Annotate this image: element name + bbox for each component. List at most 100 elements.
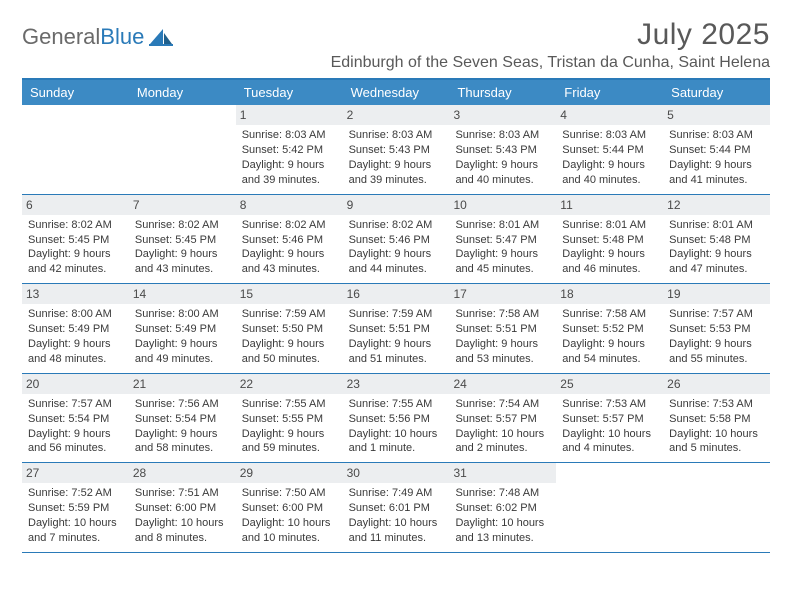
day-number: 2 <box>343 105 450 125</box>
calendar-day: 22Sunrise: 7:55 AMSunset: 5:55 PMDayligh… <box>236 374 343 463</box>
day-number: 1 <box>236 105 343 125</box>
brand-part1: General <box>22 24 100 49</box>
daylight-line: Daylight: 9 hours and 59 minutes. <box>242 427 337 457</box>
sunset-line: Sunset: 5:42 PM <box>242 143 337 158</box>
dow-header: Wednesday <box>343 80 450 105</box>
sunrise-line: Sunrise: 8:01 AM <box>669 218 764 233</box>
calendar-day: 15Sunrise: 7:59 AMSunset: 5:50 PMDayligh… <box>236 284 343 373</box>
calendar-week: 6Sunrise: 8:02 AMSunset: 5:45 PMDaylight… <box>22 195 770 285</box>
sunrise-line: Sunrise: 7:58 AM <box>455 307 550 322</box>
sunset-line: Sunset: 5:51 PM <box>455 322 550 337</box>
daylight-line: Daylight: 10 hours and 11 minutes. <box>349 516 444 546</box>
sunset-line: Sunset: 5:45 PM <box>28 233 123 248</box>
dow-header: Sunday <box>22 80 129 105</box>
sunset-line: Sunset: 5:49 PM <box>28 322 123 337</box>
calendar-day: 4Sunrise: 8:03 AMSunset: 5:44 PMDaylight… <box>556 105 663 194</box>
sunrise-line: Sunrise: 8:00 AM <box>28 307 123 322</box>
daylight-line: Daylight: 9 hours and 39 minutes. <box>349 158 444 188</box>
day-number: 31 <box>449 463 556 483</box>
sunset-line: Sunset: 5:54 PM <box>28 412 123 427</box>
calendar-day-empty <box>556 463 663 552</box>
sunset-line: Sunset: 6:00 PM <box>135 501 230 516</box>
daylight-line: Daylight: 9 hours and 51 minutes. <box>349 337 444 367</box>
calendar-day: 31Sunrise: 7:48 AMSunset: 6:02 PMDayligh… <box>449 463 556 552</box>
sunset-line: Sunset: 5:46 PM <box>242 233 337 248</box>
title-block: July 2025 Edinburgh of the Seven Seas, T… <box>331 18 770 72</box>
sunset-line: Sunset: 5:59 PM <box>28 501 123 516</box>
calendar-day-empty <box>22 105 129 194</box>
sunrise-line: Sunrise: 8:03 AM <box>349 128 444 143</box>
dow-header: Thursday <box>449 80 556 105</box>
sunset-line: Sunset: 5:44 PM <box>562 143 657 158</box>
sunrise-line: Sunrise: 7:48 AM <box>455 486 550 501</box>
sunrise-line: Sunrise: 7:59 AM <box>242 307 337 322</box>
daylight-line: Daylight: 9 hours and 53 minutes. <box>455 337 550 367</box>
day-number: 28 <box>129 463 236 483</box>
calendar-day: 8Sunrise: 8:02 AMSunset: 5:46 PMDaylight… <box>236 195 343 284</box>
calendar-day: 21Sunrise: 7:56 AMSunset: 5:54 PMDayligh… <box>129 374 236 463</box>
day-number: 19 <box>663 284 770 304</box>
day-number: 27 <box>22 463 129 483</box>
calendar-day: 5Sunrise: 8:03 AMSunset: 5:44 PMDaylight… <box>663 105 770 194</box>
day-number: 8 <box>236 195 343 215</box>
day-number: 18 <box>556 284 663 304</box>
daylight-line: Daylight: 10 hours and 10 minutes. <box>242 516 337 546</box>
sunset-line: Sunset: 6:00 PM <box>242 501 337 516</box>
sunset-line: Sunset: 5:48 PM <box>562 233 657 248</box>
sunrise-line: Sunrise: 8:03 AM <box>455 128 550 143</box>
sunset-line: Sunset: 5:44 PM <box>669 143 764 158</box>
sunrise-line: Sunrise: 8:02 AM <box>135 218 230 233</box>
calendar-day: 3Sunrise: 8:03 AMSunset: 5:43 PMDaylight… <box>449 105 556 194</box>
calendar-day: 26Sunrise: 7:53 AMSunset: 5:58 PMDayligh… <box>663 374 770 463</box>
daylight-line: Daylight: 9 hours and 43 minutes. <box>242 247 337 277</box>
sunrise-line: Sunrise: 7:55 AM <box>242 397 337 412</box>
day-of-week-row: SundayMondayTuesdayWednesdayThursdayFrid… <box>22 80 770 105</box>
day-number: 11 <box>556 195 663 215</box>
sunrise-line: Sunrise: 7:50 AM <box>242 486 337 501</box>
day-number: 6 <box>22 195 129 215</box>
calendar-grid: SundayMondayTuesdayWednesdayThursdayFrid… <box>22 78 770 553</box>
sunset-line: Sunset: 5:51 PM <box>349 322 444 337</box>
sunrise-line: Sunrise: 7:54 AM <box>455 397 550 412</box>
calendar-week: 1 Sunrise: 8:03 AM Sunset: 5:42 PM Daylight… <box>22 105 770 195</box>
page-header: GeneralBlue July 2025 Edinburgh of the S… <box>22 18 770 72</box>
calendar-week: 20Sunrise: 7:57 AMSunset: 5:54 PMDayligh… <box>22 374 770 464</box>
day-number: 15 <box>236 284 343 304</box>
calendar-day: 2Sunrise: 8:03 AMSunset: 5:43 PMDaylight… <box>343 105 450 194</box>
sunset-line: Sunset: 5:57 PM <box>455 412 550 427</box>
sunrise-line: Sunrise: 7:56 AM <box>135 397 230 412</box>
daylight-line: Daylight: 9 hours and 47 minutes. <box>669 247 764 277</box>
day-number: 24 <box>449 374 556 394</box>
calendar-day: 24Sunrise: 7:54 AMSunset: 5:57 PMDayligh… <box>449 374 556 463</box>
calendar-day-empty <box>129 105 236 194</box>
calendar-day: 29Sunrise: 7:50 AMSunset: 6:00 PMDayligh… <box>236 463 343 552</box>
sunrise-line: Sunrise: 8:03 AM <box>562 128 657 143</box>
day-number: 21 <box>129 374 236 394</box>
daylight-line: Daylight: 10 hours and 8 minutes. <box>135 516 230 546</box>
calendar-day: 18Sunrise: 7:58 AMSunset: 5:52 PMDayligh… <box>556 284 663 373</box>
sail-icon <box>148 27 174 47</box>
sunset-line: Sunset: 5:58 PM <box>669 412 764 427</box>
sunrise-line: Sunrise: 8:03 AM <box>669 128 764 143</box>
sunset-line: Sunset: 5:56 PM <box>349 412 444 427</box>
day-number: 16 <box>343 284 450 304</box>
sunset-line: Sunset: 5:47 PM <box>455 233 550 248</box>
day-number: 30 <box>343 463 450 483</box>
daylight-line: Daylight: 9 hours and 46 minutes. <box>562 247 657 277</box>
dow-header: Monday <box>129 80 236 105</box>
day-number: 13 <box>22 284 129 304</box>
daylight-line: Daylight: 9 hours and 44 minutes. <box>349 247 444 277</box>
daylight-line: Daylight: 10 hours and 7 minutes. <box>28 516 123 546</box>
day-number: 26 <box>663 374 770 394</box>
calendar-day: 20Sunrise: 7:57 AMSunset: 5:54 PMDayligh… <box>22 374 129 463</box>
month-title: July 2025 <box>331 18 770 52</box>
sunset-line: Sunset: 5:45 PM <box>135 233 230 248</box>
location-subtitle: Edinburgh of the Seven Seas, Tristan da … <box>331 54 770 72</box>
dow-header: Tuesday <box>236 80 343 105</box>
calendar-day: 14Sunrise: 8:00 AMSunset: 5:49 PMDayligh… <box>129 284 236 373</box>
sunset-line: Sunset: 5:55 PM <box>242 412 337 427</box>
calendar-day-empty <box>663 463 770 552</box>
day-number: 10 <box>449 195 556 215</box>
daylight-line: Daylight: 9 hours and 45 minutes. <box>455 247 550 277</box>
daylight-line: Daylight: 9 hours and 58 minutes. <box>135 427 230 457</box>
